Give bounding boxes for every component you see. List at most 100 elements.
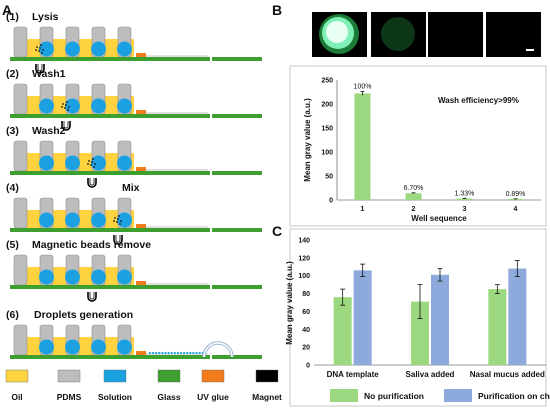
magnetic-bead — [87, 163, 89, 165]
solution-droplet — [117, 156, 132, 171]
y-tick-label: 60 — [302, 309, 310, 316]
pdms-pillar — [14, 198, 27, 228]
x-tick-label: 1 — [361, 206, 365, 213]
magnetic-bead — [68, 106, 70, 108]
glass-slide — [10, 285, 210, 289]
glass-slide-outlet — [212, 285, 262, 289]
y-tick-label: 100 — [298, 273, 310, 280]
magnetic-bead — [40, 44, 42, 46]
magnetic-bead — [65, 104, 67, 106]
magnetic-bead — [36, 46, 38, 48]
step-number: (5) — [6, 239, 19, 251]
y-tick-label: 40 — [302, 327, 310, 334]
glass-slide — [10, 171, 210, 175]
glass-slide-outlet — [212, 57, 262, 61]
magnetic-bead — [38, 50, 40, 52]
pdms-pillar — [14, 141, 27, 171]
magnetic-bead — [67, 109, 69, 111]
magnetic-bead — [64, 107, 66, 109]
generated-droplet — [192, 352, 194, 354]
y-tick-label: 150 — [321, 126, 333, 133]
solution-droplet — [91, 42, 106, 57]
uv-glue — [136, 351, 146, 355]
legend-swatch-solution — [104, 370, 126, 382]
chip-step-3: (3)Wash2 — [6, 125, 262, 187]
fluorescence-glow — [381, 17, 415, 51]
solution-droplet — [39, 99, 54, 114]
magnetic-bead — [42, 49, 44, 51]
generated-droplet — [158, 352, 160, 354]
data-label: 0.89% — [506, 191, 526, 198]
bar-1-1 — [431, 275, 449, 365]
legend-label: Glass — [157, 392, 180, 402]
magnetic-bead — [90, 164, 92, 166]
bar-2 — [406, 193, 422, 200]
panel-b-letter: B — [272, 2, 282, 18]
generated-droplet — [149, 352, 151, 354]
y-tick-label: 50 — [325, 174, 333, 181]
y-tick-label: 20 — [302, 345, 310, 352]
y-tick-label: 80 — [302, 291, 310, 298]
solution-droplet — [91, 340, 106, 355]
y-tick-label: 120 — [298, 255, 310, 262]
uv-glue — [136, 167, 146, 171]
y-tick-label: 0 — [306, 363, 310, 370]
magnetic-bead — [91, 161, 93, 163]
pdms-pillar — [14, 27, 27, 57]
solution-droplet — [117, 340, 132, 355]
magnet-icon — [88, 178, 96, 187]
legend-label: UV glue — [197, 392, 229, 402]
generated-droplet — [186, 352, 188, 354]
magnetic-bead — [39, 47, 41, 49]
step-title: Wash1 — [32, 68, 66, 80]
legend-swatch-0 — [330, 389, 358, 402]
generated-droplet — [177, 352, 179, 354]
legend-label: No purification — [364, 391, 424, 401]
pdms-pillar — [14, 84, 27, 114]
magnetic-bead — [120, 220, 122, 222]
chip-step-4: (4)Mix — [6, 182, 262, 244]
pdms-pillar — [14, 325, 27, 355]
magnetic-bead — [113, 220, 115, 222]
step-number: (2) — [6, 68, 19, 80]
chip-step-2: (2) Wash1 — [6, 68, 262, 130]
generated-droplet — [168, 352, 170, 354]
tubing-icon — [204, 343, 232, 357]
glass-slide — [10, 228, 210, 232]
uv-glue — [136, 224, 146, 228]
solution-droplet — [65, 270, 80, 285]
x-tick-label: Saliva added — [406, 370, 455, 379]
magnet-icon — [88, 292, 96, 301]
generated-droplet — [161, 352, 163, 354]
step-title: Droplets generation — [34, 309, 133, 321]
magnetic-bead — [35, 49, 37, 51]
solution-droplet — [117, 213, 132, 228]
data-label: 6.70% — [404, 185, 424, 192]
magnetic-bead — [92, 158, 94, 160]
y-tick-label: 140 — [298, 238, 310, 245]
legend-label: Magnet — [252, 392, 282, 402]
scale-bar — [526, 49, 534, 51]
magnetic-bead — [116, 221, 118, 223]
bar-1 — [355, 93, 371, 200]
x-tick-label: 4 — [514, 206, 518, 213]
magnet-icon-inner — [90, 178, 94, 185]
magnetic-bead — [119, 223, 121, 225]
step-title: Magnetic beads remove — [32, 239, 151, 251]
legend-label: Solution — [98, 392, 132, 402]
solution-droplet — [91, 270, 106, 285]
generated-droplet — [180, 352, 182, 354]
solution-droplet — [39, 42, 54, 57]
legend-label: PDMS — [57, 392, 82, 402]
magnetic-bead — [93, 166, 95, 168]
solution-droplet — [65, 42, 80, 57]
step-number: (4) — [6, 182, 19, 194]
legend-swatch-oil — [6, 370, 28, 382]
magnetic-bead — [118, 215, 120, 217]
bar-0-0 — [334, 297, 352, 365]
data-label: 100% — [354, 84, 372, 91]
legend-swatch-glass — [158, 370, 180, 382]
